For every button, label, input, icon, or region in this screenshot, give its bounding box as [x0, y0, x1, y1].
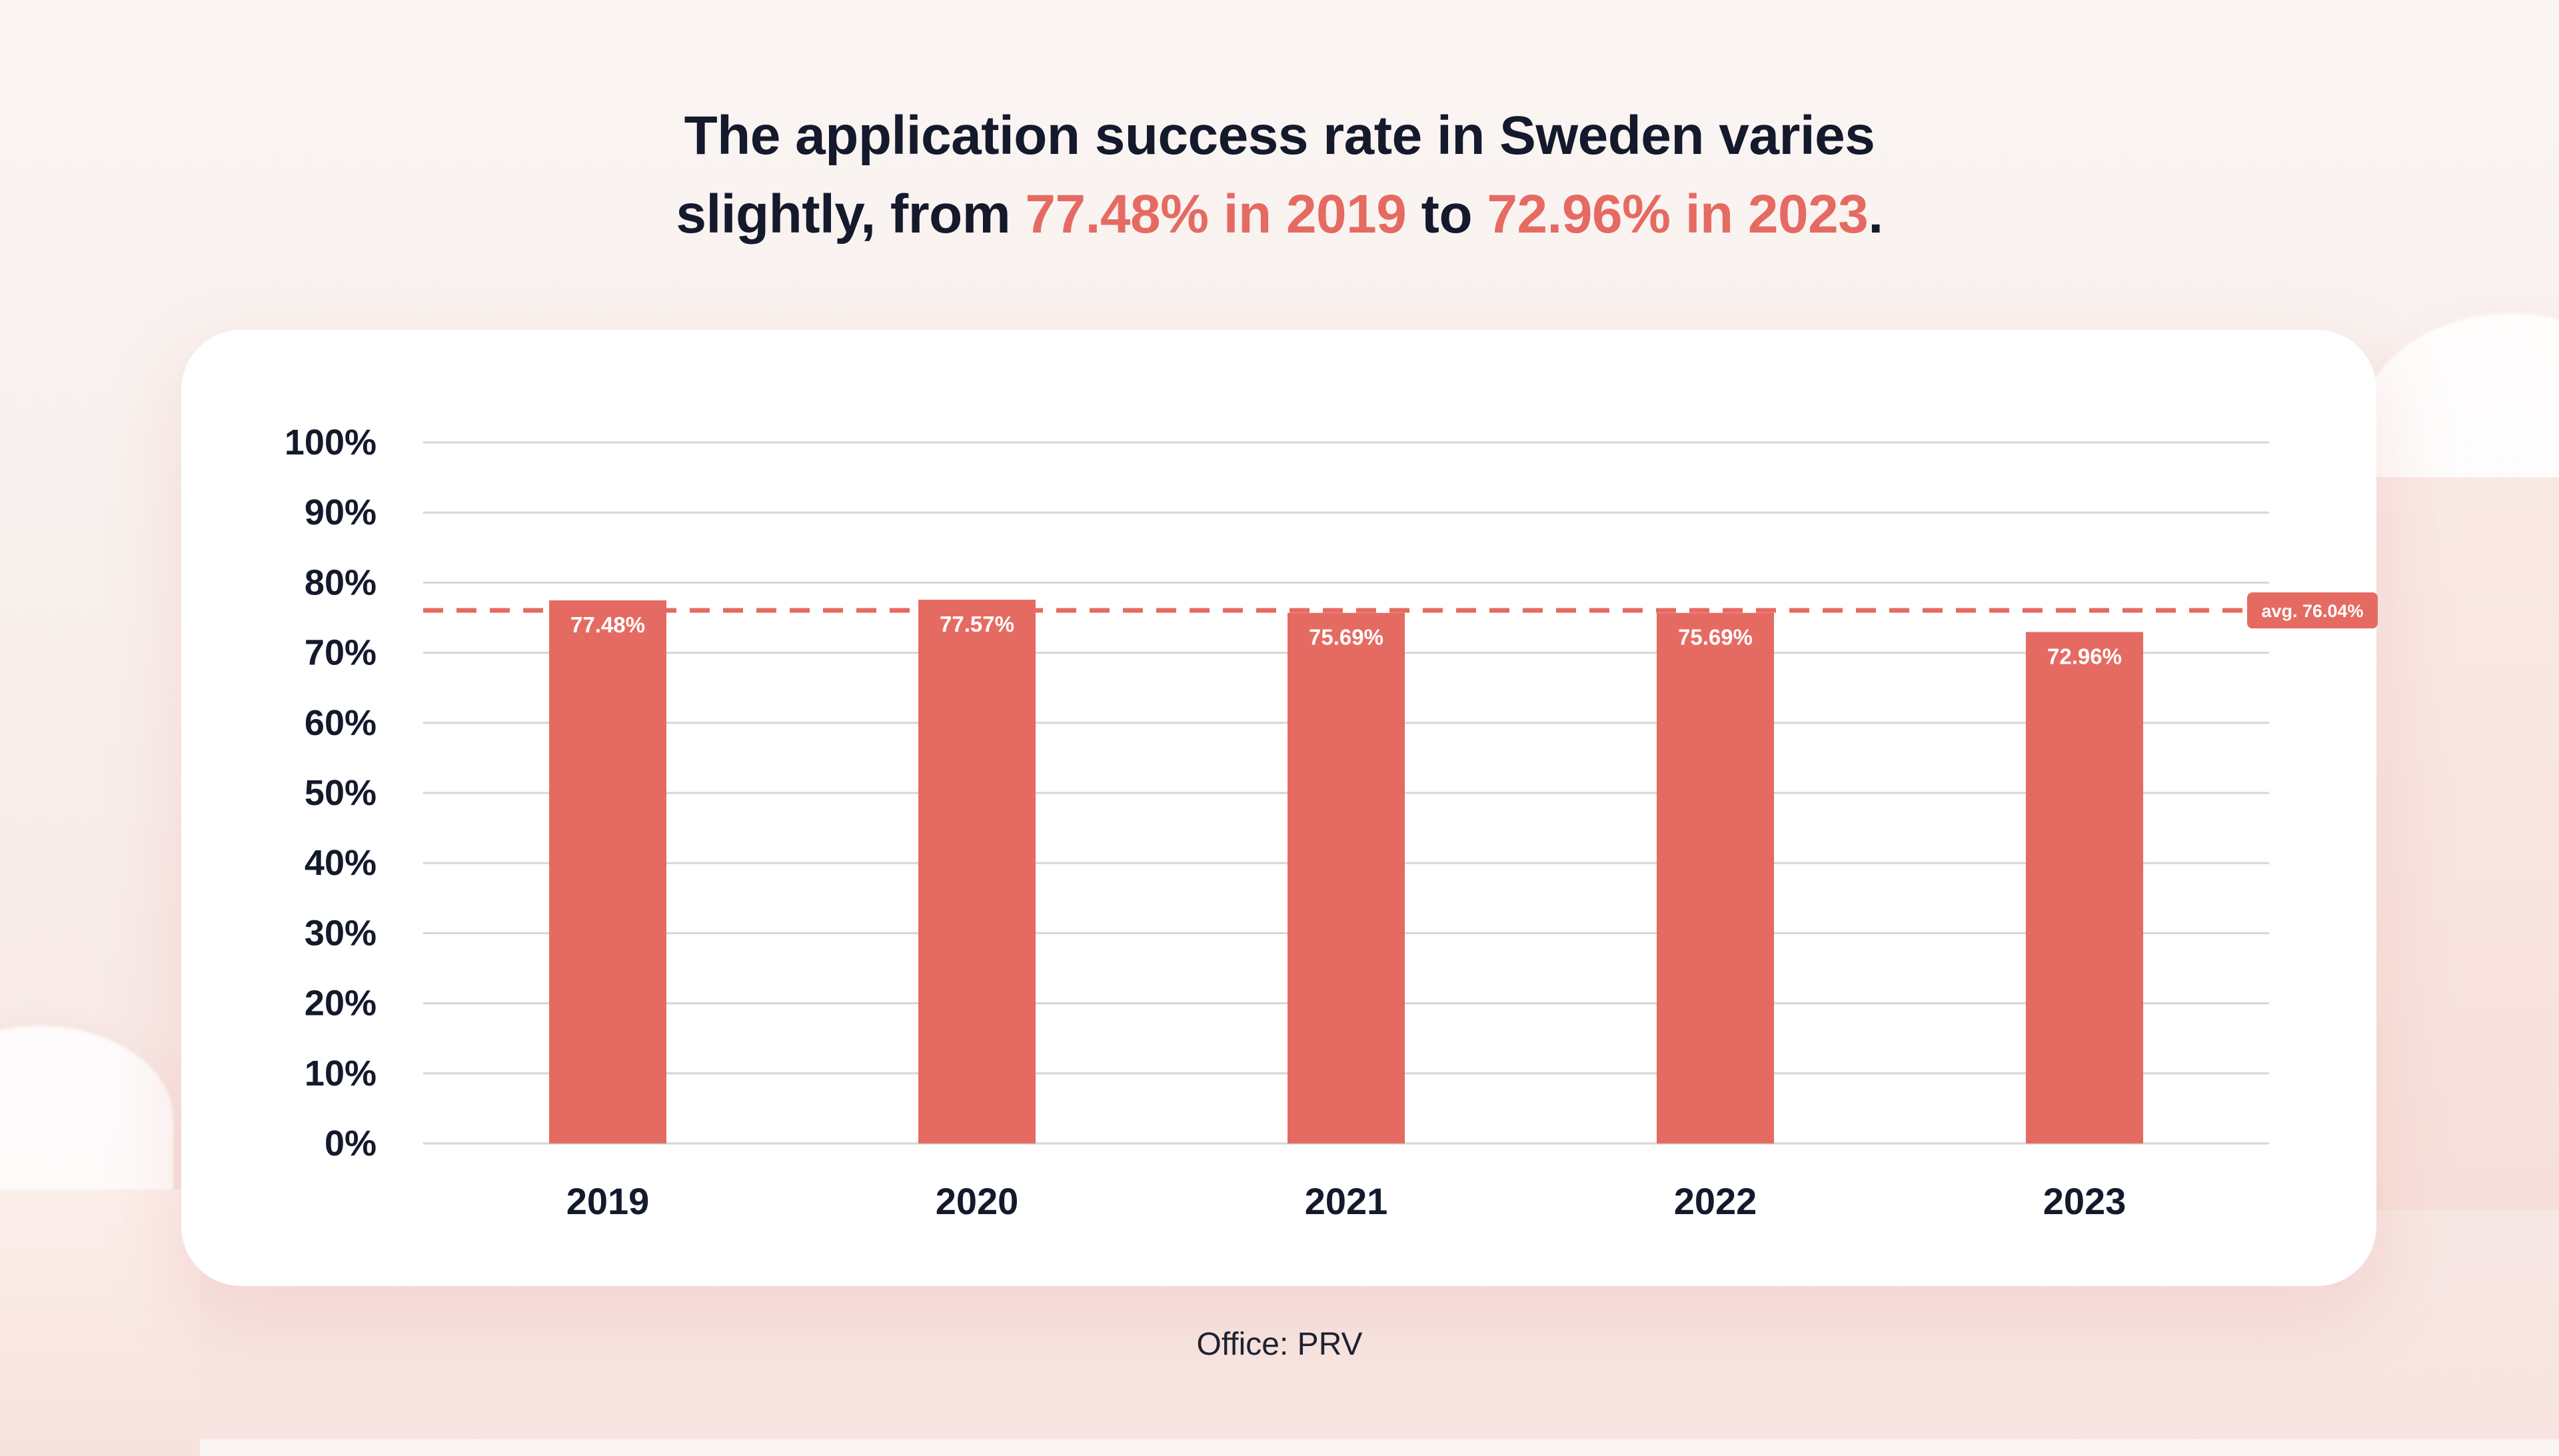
y-tick-label: 20%: [305, 984, 377, 1024]
headline-line-1: The application success rate in Sweden v…: [684, 105, 1875, 166]
x-category-label: 2023: [2043, 1180, 2127, 1222]
bar-value-label: 75.69%: [1309, 625, 1383, 650]
headline-line-2-end: .: [1868, 184, 1883, 245]
headline-line-2: slightly, from 77.48% in 2019 to 72.96% …: [0, 175, 2559, 254]
y-tick-label: 60%: [305, 703, 377, 743]
bar-value-label: 75.69%: [1678, 625, 1753, 650]
y-tick-label: 40%: [305, 843, 377, 883]
bar-value-label: 77.48%: [570, 612, 645, 637]
headline-accent-start: 77.48% in 2019: [1025, 184, 1407, 245]
chart-card: [181, 330, 2376, 1286]
x-axis-labels: 2019 2020 2021 2022 2023: [566, 1180, 2127, 1222]
bar-value-label: 72.96%: [2047, 644, 2122, 668]
x-category-label: 2021: [1305, 1180, 1388, 1222]
chart-headline: The application success rate in Sweden v…: [0, 97, 2559, 254]
y-tick-label: 80%: [305, 562, 377, 602]
y-tick-label: 100%: [285, 422, 377, 462]
x-category-label: 2020: [936, 1180, 1019, 1222]
headline-accent-end: 72.96% in 2023: [1487, 184, 1869, 245]
bar[interactable]: [2026, 632, 2143, 1143]
decorative-band-left: [0, 1189, 200, 1456]
y-tick-label: 50%: [305, 773, 377, 813]
average-marker: avg. 76.04%: [423, 592, 2378, 629]
average-label: avg. 76.04%: [2261, 601, 2363, 621]
bar-value-label: 77.57%: [940, 612, 1014, 636]
source-note: Office: PRV: [1196, 1327, 1363, 1362]
y-tick-label: 30%: [305, 913, 377, 953]
bar[interactable]: [1657, 612, 1774, 1143]
y-tick-label: 10%: [305, 1054, 377, 1093]
bar[interactable]: [918, 599, 1036, 1143]
y-tick-label: 90%: [305, 492, 377, 532]
bar[interactable]: [549, 600, 666, 1143]
y-tick-label: 0%: [325, 1123, 377, 1163]
average-badge: [2247, 592, 2378, 629]
headline-line-2-pre: slightly, from: [676, 184, 1026, 245]
headline-line-2-mid: to: [1406, 184, 1487, 245]
bars: 77.48% 77.57% 75.69% 75.69% 72.96%: [549, 599, 2143, 1143]
y-tick-label: 70%: [305, 633, 377, 673]
x-category-label: 2022: [1674, 1180, 1757, 1222]
x-category-label: 2019: [566, 1180, 650, 1222]
y-axis-ticks: 0% 10% 20% 30% 40% 50% 60% 70% 80% 90% 100%: [285, 422, 377, 1163]
bar[interactable]: [1287, 612, 1405, 1143]
